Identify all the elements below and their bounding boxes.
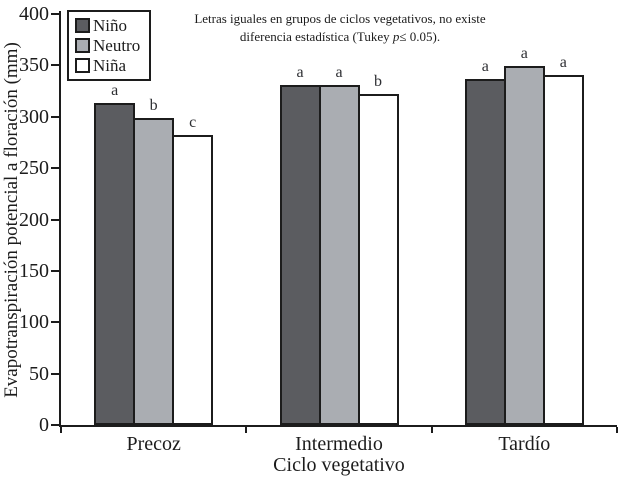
bar-tardio-nino xyxy=(464,78,506,425)
y-tick-350 xyxy=(51,64,59,67)
bar-intermedio-nino xyxy=(279,84,321,425)
legend-swatch-neutro xyxy=(75,38,90,53)
y-tick-400 xyxy=(51,13,59,15)
y-axis-line xyxy=(59,11,61,427)
y-tick-200 xyxy=(51,218,59,221)
y-tick-label-250: 250 xyxy=(19,157,49,180)
annotation-line1: Letras iguales en grupos de ciclos veget… xyxy=(194,11,486,26)
legend: Niño Neutro Niña xyxy=(67,10,152,81)
legend-label-nino: Niño xyxy=(93,15,127,35)
annotation-p-italic: p xyxy=(392,29,400,45)
significance-letter-precoz-nina: c xyxy=(189,114,197,132)
category-label-precoz: Precoz xyxy=(126,433,181,455)
y-tick-50 xyxy=(51,372,59,375)
x-tick-2 xyxy=(430,427,433,433)
bar-intermedio-nina xyxy=(357,94,399,425)
y-tick-300 xyxy=(51,115,59,118)
legend-item-nino: Niño xyxy=(75,16,140,35)
y-tick-label-50: 50 xyxy=(29,362,49,385)
x-tick-1 xyxy=(245,427,248,433)
y-tick-0 xyxy=(51,424,59,426)
y-tick-label-400: 400 xyxy=(19,3,49,25)
y-tick-100 xyxy=(51,321,59,324)
legend-item-nina: Niña xyxy=(75,56,140,75)
bar-intermedio-neutro xyxy=(318,84,360,425)
legend-label-neutro: Neutro xyxy=(93,35,141,55)
y-tick-label-300: 300 xyxy=(19,105,49,128)
legend-item-neutro: Neutro xyxy=(75,36,140,55)
plot-area: 0 50 100 150 200 250 300 350 400 Precoz a b c Interme… xyxy=(19,3,618,455)
significance-letter-intermedio-neutro: a xyxy=(335,63,343,81)
bar-precoz-nino xyxy=(94,103,136,425)
x-axis-title: Ciclo vegetativo xyxy=(273,454,405,476)
significance-letter-precoz-neutro: b xyxy=(149,96,158,114)
x-tick-0 xyxy=(60,427,62,433)
significance-letter-intermedio-nina: b xyxy=(374,73,382,91)
bar-tardio-nina xyxy=(542,74,584,425)
x-axis-line xyxy=(59,425,617,427)
legend-swatch-nina xyxy=(75,58,90,73)
y-tick-label-0: 0 xyxy=(39,414,49,436)
significance-letter-tardio-nina: a xyxy=(559,53,567,71)
category-label-intermedio: Intermedio xyxy=(295,433,383,455)
y-tick-label-200: 200 xyxy=(19,208,49,231)
annotation-line2-prefix: diferencia estadística (Tukey xyxy=(239,29,393,45)
bar-tardio-neutro xyxy=(503,66,545,425)
chart-annotation: Letras iguales en grupos de ciclos veget… xyxy=(168,10,512,46)
x-tick-3 xyxy=(616,427,618,433)
y-tick-150 xyxy=(51,269,59,272)
bar-precoz-nina xyxy=(172,135,214,425)
y-tick-label-150: 150 xyxy=(19,259,49,282)
bar-precoz-neutro xyxy=(133,117,175,425)
significance-letter-intermedio-nino: a xyxy=(296,63,304,81)
legend-label-nina: Niña xyxy=(93,55,127,75)
y-tick-250 xyxy=(51,167,59,170)
annotation-line2-suffix: ≤ 0.05). xyxy=(399,29,441,45)
significance-letter-tardio-neutro: a xyxy=(520,45,528,63)
significance-letter-precoz-nino: a xyxy=(111,82,119,100)
y-tick-label-350: 350 xyxy=(19,54,49,77)
category-label-tardio: Tardío xyxy=(498,433,551,455)
y-tick-label-100: 100 xyxy=(19,311,49,334)
legend-swatch-nino xyxy=(75,18,90,33)
significance-letter-tardio-nino: a xyxy=(481,57,489,75)
